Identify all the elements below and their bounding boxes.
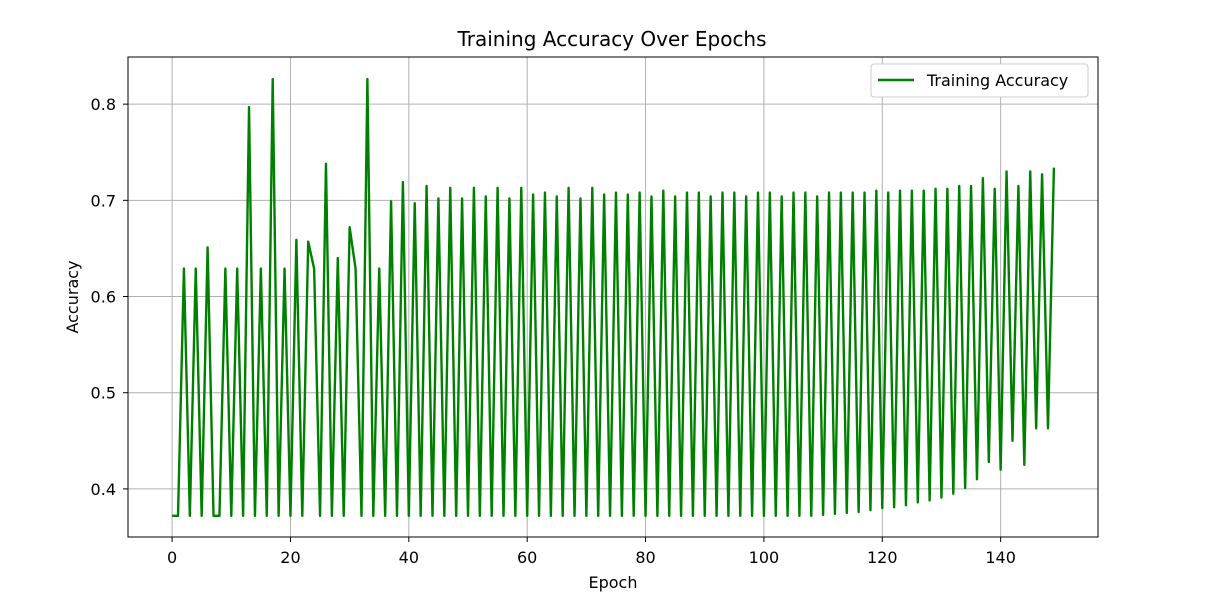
- x-tick-label: 60: [517, 548, 537, 567]
- x-tick-label: 0: [167, 548, 177, 567]
- legend-box: [870, 63, 1089, 98]
- x-tick-label: 20: [280, 548, 300, 567]
- plot-lines: [172, 77, 1056, 518]
- x-axis-label: Epoch: [589, 573, 638, 592]
- y-axis-label: Accuracy: [63, 260, 82, 333]
- legend-label-training-accuracy: Training Accuracy: [926, 71, 1068, 90]
- chart-title: Training Accuracy Over Epochs: [456, 27, 766, 51]
- legend: Training Accuracy: [870, 63, 1089, 98]
- y-tick-label: 0.6: [91, 288, 116, 307]
- x-tick-label: 120: [867, 548, 898, 567]
- y-tick-label: 0.4: [91, 480, 116, 499]
- x-axis-ticks: 0 20 40 60 80 100 120 140: [167, 537, 1016, 567]
- x-tick-label: 40: [399, 548, 419, 567]
- x-tick-label: 100: [749, 548, 780, 567]
- y-tick-label: 0.7: [91, 191, 116, 210]
- x-tick-label: 80: [635, 548, 655, 567]
- x-tick-label: 140: [985, 548, 1016, 567]
- y-tick-label: 0.8: [91, 95, 116, 114]
- y-tick-label: 0.5: [91, 384, 116, 403]
- y-axis-ticks: 0.4 0.5 0.6 0.7 0.8: [91, 95, 128, 499]
- series-line-training-accuracy: [172, 77, 1056, 518]
